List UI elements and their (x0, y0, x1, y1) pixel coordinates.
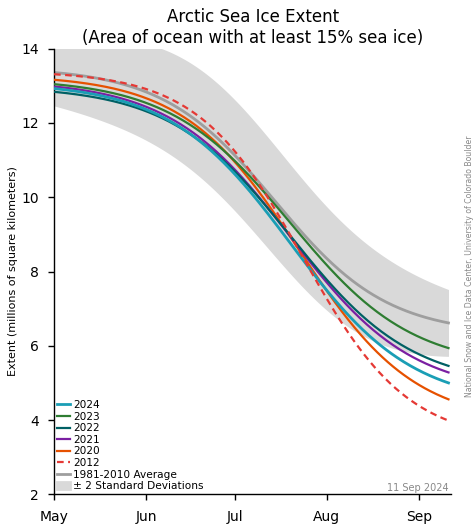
Y-axis label: Extent (millions of square kilometers): Extent (millions of square kilometers) (9, 167, 18, 377)
Title: Arctic Sea Ice Extent
(Area of ocean with at least 15% sea ice): Arctic Sea Ice Extent (Area of ocean wit… (82, 9, 423, 47)
Legend: 2024, 2023, 2022, 2021, 2020, 2012, 1981-2010 Average, ± 2 Standard Deviations: 2024, 2023, 2022, 2021, 2020, 2012, 1981… (57, 400, 203, 491)
Text: 11 Sep 2024: 11 Sep 2024 (387, 483, 448, 493)
Text: National Snow and Ice Data Center, University of Colorado Boulder: National Snow and Ice Data Center, Unive… (465, 135, 474, 397)
